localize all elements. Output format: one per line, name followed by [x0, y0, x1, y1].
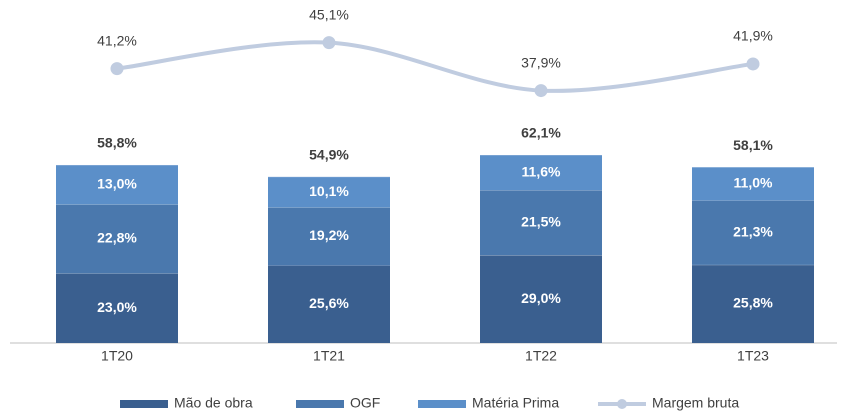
segment-label: 19,2%: [309, 227, 349, 243]
bar-segment: [56, 273, 178, 343]
bar-segment: [268, 207, 390, 266]
segment-label: 11,0%: [734, 174, 773, 190]
bar-segment: [692, 200, 814, 265]
bar-segment: [480, 255, 602, 343]
segment-label: 25,8%: [733, 295, 773, 311]
legend-swatch: [120, 400, 168, 408]
line-label: 37,9%: [521, 54, 561, 70]
line-marker: [534, 84, 548, 98]
x-tick-label: 1T22: [525, 348, 557, 364]
segment-label: 25,6%: [309, 295, 349, 311]
x-tick-label: 1T23: [737, 348, 769, 364]
bar-segment: [268, 176, 390, 208]
segment-label: 29,0%: [521, 290, 561, 306]
bar-segment: [56, 164, 178, 205]
legend-label: Mão de obra: [174, 395, 253, 411]
total-label: 62,1%: [521, 125, 561, 141]
legend-swatch: [617, 399, 627, 409]
bar-segment: [268, 265, 390, 343]
total-label: 58,8%: [97, 135, 137, 151]
segment-label: 21,3%: [733, 223, 773, 239]
legend-swatch: [418, 400, 466, 408]
line: [116, 40, 754, 93]
total-label: 54,9%: [309, 147, 349, 163]
legend-label: Matéria Prima: [472, 395, 559, 411]
x-tick-label: 1T21: [313, 348, 345, 364]
segment-label: 21,5%: [521, 213, 561, 229]
x-tick-label: 1T20: [101, 348, 133, 364]
total-label: 58,1%: [733, 137, 773, 153]
line-marker: [746, 57, 760, 71]
segment-label: 22,8%: [97, 230, 137, 246]
legend-label: Margem bruta: [652, 395, 739, 411]
line-label: 41,2%: [97, 32, 137, 48]
bar-segment: [480, 155, 602, 191]
legend-label: OGF: [350, 395, 380, 411]
legend-swatch: [296, 400, 344, 408]
line-label: 41,9%: [733, 28, 773, 44]
bar-segment: [56, 204, 178, 274]
line-label: 45,1%: [309, 6, 349, 22]
bar-segment: [692, 167, 814, 201]
segment-label: 10,1%: [309, 183, 349, 199]
segment-label: 13,0%: [97, 175, 137, 191]
bar-segment: [480, 190, 602, 256]
bar-segment: [692, 264, 814, 343]
line-marker: [110, 62, 124, 76]
segment-label: 23,0%: [97, 299, 137, 315]
line-marker: [322, 36, 336, 50]
segment-label: 11,6%: [522, 163, 561, 179]
